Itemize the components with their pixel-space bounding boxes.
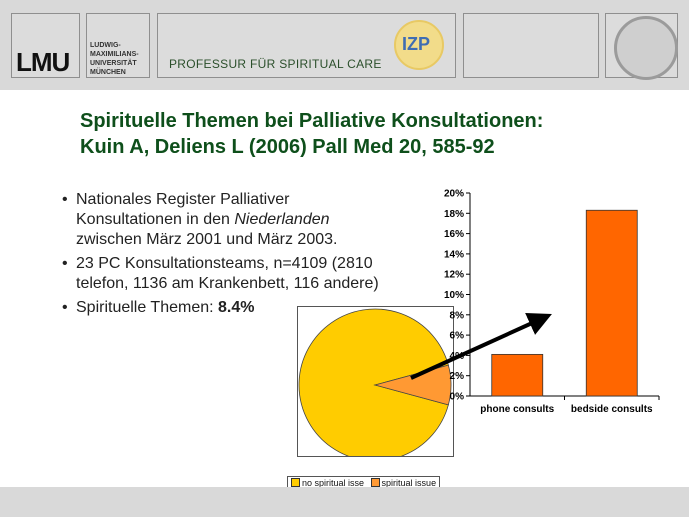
bullet-text: Spirituelle Themen: (76, 299, 218, 316)
y-tick-label: 8% (450, 310, 465, 321)
bullet-item: Spirituelle Themen: 8.4% (62, 298, 392, 318)
y-tick-label: 6% (450, 331, 465, 342)
y-tick-label: 20% (444, 189, 464, 200)
lmu-logo: LMU (16, 47, 70, 77)
x-tick-label: phone consults (480, 404, 554, 415)
legend-swatch-slice (370, 478, 380, 488)
bullet-emphasis: 8.4% (218, 299, 255, 316)
bar-chart: 0% 2% 4% 6% 8% 10% 12% 14% 16% 18% 20% phone consul… (444, 189, 660, 415)
professorship-box: PROFESSUR FÜR SPIRITUAL CARE IZP (157, 13, 456, 78)
header-bar: LMU LUDWIG- MAXIMILIANS- UNIVERSITÄT MÜN… (0, 0, 689, 90)
bullet-item: Nationales Register Palliativer Konsulta… (62, 190, 392, 250)
bar-phone-consults (491, 353, 544, 397)
x-tick-label: bedside consults (571, 404, 653, 415)
university-line: MÜNCHEN (90, 69, 126, 76)
university-seal-icon (614, 16, 678, 80)
y-tick-label: 2% (450, 371, 465, 382)
legend-swatch-main (291, 478, 300, 488)
university-line: LUDWIG- (90, 42, 121, 49)
slide-title-line2: Kuin A, Deliens L (2006) Pall Med 20, 58… (80, 136, 495, 158)
bullet-item: 23 PC Konsultationsteams, n=4109 (2810 t… (62, 254, 392, 294)
university-name: LUDWIG- MAXIMILIANS- UNIVERSITÄT MÜNCHEN (90, 41, 139, 77)
y-tick-label: 0% (450, 392, 465, 403)
y-tick-label: 18% (444, 209, 464, 220)
header-empty-box (463, 13, 599, 78)
professorship-label: PROFESSUR FÜR SPIRITUAL CARE (169, 57, 382, 71)
bullet-emphasis: Niederlanden (234, 211, 330, 228)
seal-box (605, 13, 678, 80)
footer-bar (0, 487, 689, 517)
bullet-text: zwischen März 2001 und März 2003. (76, 231, 338, 248)
y-tick-label: 12% (444, 270, 464, 281)
lmu-logo-box[interactable]: LMU (11, 13, 80, 78)
bullet-list: Nationales Register Palliativer Konsulta… (62, 190, 392, 322)
bullet-text: Nationales Register Palliativer Konsulta… (76, 191, 290, 228)
y-tick-label: 16% (444, 229, 464, 240)
university-line: MAXIMILIANS- (90, 51, 139, 58)
bar-bedside-consults (585, 209, 638, 397)
legend-label-slice: spiritual issue (381, 478, 437, 488)
bullet-text: 23 PC Konsultationsteams, n=4109 (2810 t… (76, 255, 379, 292)
university-name-box: LUDWIG- MAXIMILIANS- UNIVERSITÄT MÜNCHEN (86, 13, 150, 78)
y-tick-label: 10% (444, 290, 464, 301)
y-tick-label: 14% (444, 249, 464, 260)
izp-badge-text: IZP (402, 34, 431, 54)
slide-title: Spirituelle Themen bei Palliative Konsul… (80, 108, 543, 160)
slide-title-line1: Spirituelle Themen bei Palliative Konsul… (80, 110, 544, 132)
legend-label-main: no spiritual isse (302, 478, 365, 488)
y-tick-label: 4% (450, 351, 465, 362)
izp-badge: IZP (394, 20, 444, 70)
university-line: UNIVERSITÄT (90, 60, 137, 67)
